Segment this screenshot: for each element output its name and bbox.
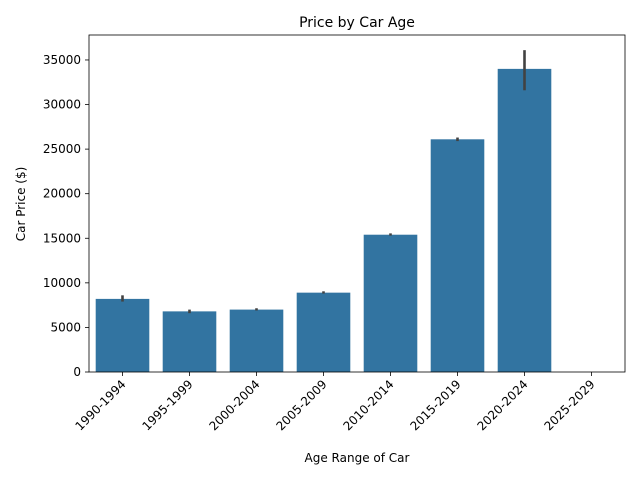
x-axis: 1990-1994 1995-1999 2000-2004 2005-2009 2010… (72, 372, 598, 433)
y-tick-label: 0 (73, 365, 81, 379)
error-bars-layer (121, 50, 526, 314)
bar-1995-1999 (162, 311, 217, 372)
x-tick-label: 1995-1999 (139, 377, 195, 433)
x-tick-label: 2000-2004 (206, 377, 262, 433)
y-tick-label: 25000 (43, 142, 81, 156)
x-axis-title: Age Range of Car (305, 451, 410, 465)
x-tick-label: 2020-2024 (474, 377, 530, 433)
bars-layer (95, 68, 552, 373)
bar-2015-2019 (430, 139, 485, 372)
x-tick-label: 1990-1994 (72, 377, 128, 433)
chart-title: Price by Car Age (299, 15, 415, 31)
bar-2000-2004 (229, 309, 284, 372)
x-tick-label: 2015-2019 (407, 377, 463, 433)
y-tick-label: 20000 (43, 187, 81, 201)
bar-2020-2024 (497, 68, 552, 373)
y-tick-label: 35000 (43, 53, 81, 67)
bar-2010-2014 (363, 234, 418, 372)
x-tick-label: 2005-2009 (273, 377, 329, 433)
y-tick-label: 10000 (43, 276, 81, 290)
x-tick-label: 2010-2014 (340, 377, 396, 433)
y-tick-label: 5000 (50, 320, 81, 334)
y-axis: 0 5000 10000 15000 20000 25000 30000 35000 (43, 53, 89, 379)
y-axis-title: Car Price ($) (14, 167, 28, 242)
x-tick-label: 2025-2029 (541, 377, 597, 433)
bar-2005-2009 (296, 292, 351, 372)
y-tick-label: 30000 (43, 98, 81, 112)
bar-1990-1994 (95, 298, 150, 372)
y-tick-label: 15000 (43, 231, 81, 245)
plot-frame (88, 34, 626, 373)
